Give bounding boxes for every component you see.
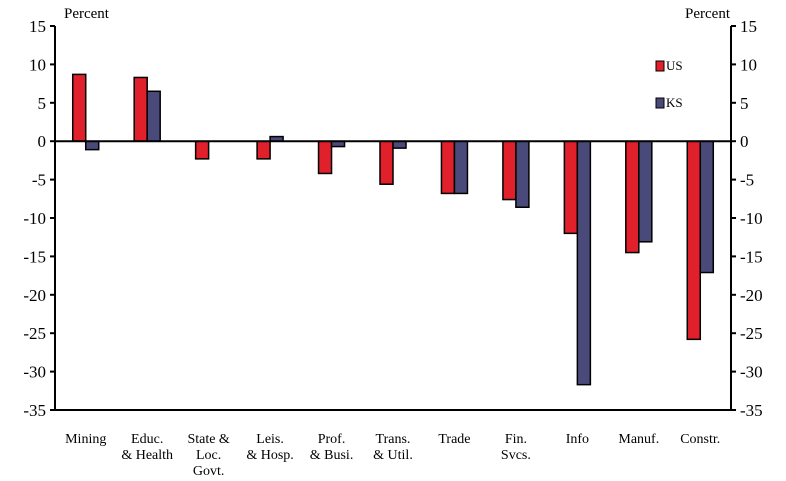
bar-us-8 — [563, 140, 579, 235]
tick-label-right-7: -20 — [740, 286, 763, 305]
legend-label-ks: KS — [666, 95, 683, 110]
category-label-2: State & Loc. Govt. — [187, 432, 229, 479]
category-label-5: Trans. & Util. — [373, 432, 413, 463]
tick-label-left-10: -35 — [23, 401, 46, 420]
category-label-7: Fin. Svcs. — [501, 432, 531, 463]
tick-label-left-8: -25 — [23, 324, 46, 343]
bar-ks-8 — [576, 140, 592, 386]
tick-label-left-7: -20 — [23, 286, 46, 305]
tick-label-right-1: 10 — [740, 55, 757, 74]
bar-ks-5 — [392, 140, 407, 149]
bar-us-3 — [256, 140, 271, 160]
category-label-9: Manuf. — [618, 432, 659, 447]
legend-swatch-ks — [655, 97, 665, 109]
bar-ks-9 — [638, 140, 653, 243]
tick-label-right-10: -35 — [740, 401, 763, 420]
category-label-4: Prof. & Busi. — [310, 432, 354, 463]
bars-layer — [71, 73, 715, 386]
legend-label-us: US — [666, 58, 683, 73]
category-label-10: Constr. — [680, 432, 720, 447]
tick-label-left-6: -15 — [23, 247, 46, 266]
bar-us-10 — [686, 140, 702, 341]
tick-label-right-0: 15 — [740, 17, 757, 36]
category-label-1: Educ. & Health — [121, 432, 173, 463]
category-label-6: Trade — [438, 432, 470, 447]
bar-us-4 — [317, 140, 333, 175]
tick-label-right-4: -5 — [740, 171, 754, 190]
bar-us-2 — [194, 140, 210, 160]
tick-label-left-2: 5 — [38, 94, 47, 113]
legend: US KS — [655, 58, 683, 110]
bar-ks-0 — [84, 140, 100, 151]
bar-ks-7 — [515, 140, 530, 208]
ticks-layer: 15 15 10 10 5 5 0 0 -5 -5 -10 -10 -15 -15 -20 -20 -25 -25… — [23, 17, 762, 420]
y-axis-unit-right: Percent — [685, 6, 731, 22]
tick-label-right-3: 0 — [740, 132, 749, 151]
tick-label-left-4: -5 — [32, 171, 46, 190]
bar-us-1 — [133, 76, 148, 142]
legend-swatch-us — [655, 60, 665, 72]
tick-label-right-9: -30 — [740, 363, 763, 382]
tick-label-left-1: 10 — [29, 55, 46, 74]
bar-us-9 — [625, 140, 640, 254]
bar-ks-1 — [146, 90, 161, 142]
tick-label-left-5: -10 — [23, 209, 46, 228]
bar-ks-10 — [699, 140, 715, 274]
tick-label-right-8: -25 — [740, 324, 763, 343]
tick-label-right-2: 5 — [740, 94, 749, 113]
bar-ks-6 — [453, 140, 469, 195]
tick-label-right-5: -10 — [740, 209, 763, 228]
category-label-0: Mining — [65, 432, 106, 447]
tick-label-left-0: 15 — [29, 17, 46, 36]
category-label-8: Info — [566, 432, 589, 447]
category-labels-layer: Mining Educ. & Health State & Loc. Govt. Leis.… — [65, 432, 720, 479]
bar-us-7 — [502, 140, 517, 201]
tick-label-right-6: -15 — [740, 247, 763, 266]
tick-label-left-3: 0 — [38, 132, 47, 151]
bar-us-6 — [440, 140, 456, 195]
tick-label-left-9: -30 — [23, 363, 46, 382]
category-label-3: Leis. & Hosp. — [246, 432, 293, 463]
bar-us-0 — [71, 73, 87, 142]
bar-us-5 — [379, 140, 394, 185]
y-axis-unit-left: Percent — [64, 6, 110, 22]
